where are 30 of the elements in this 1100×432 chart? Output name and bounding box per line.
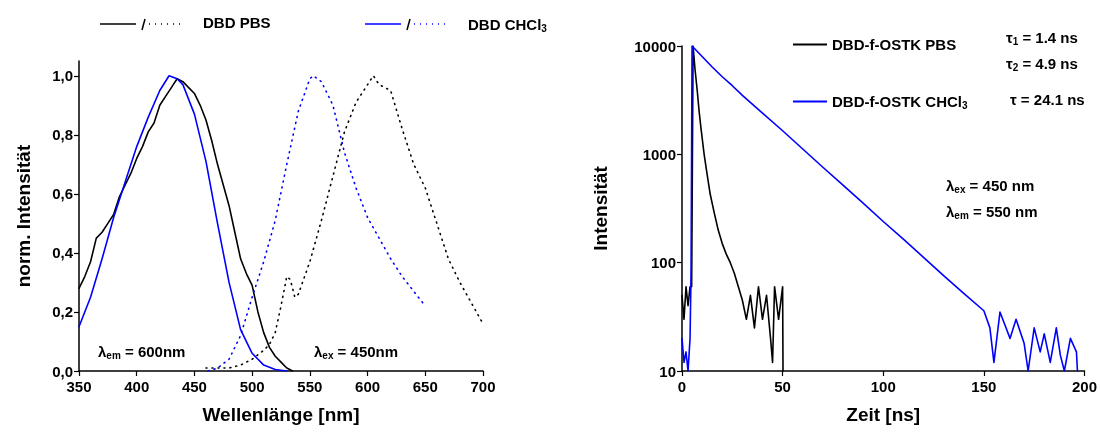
y-tick-label: 0,2	[52, 303, 73, 321]
y-tick-label: 100	[650, 254, 676, 272]
y-axis-title: norm. Intensität	[13, 144, 34, 288]
x-tick-label: 450	[181, 378, 207, 395]
y-tick-label: 10	[659, 362, 676, 380]
y-tick-label: 10000	[634, 37, 676, 55]
y-tick-label: 1,0	[52, 67, 73, 85]
x-axis-title: Zeit [ns]	[846, 404, 921, 425]
annotation: τ = 24.1 ns	[1010, 91, 1085, 108]
x-tick-label: 600	[355, 378, 381, 395]
legend-label: DBD-f-OSTK PBS	[832, 36, 957, 53]
x-tick-label: 550	[297, 378, 323, 395]
x-tick-label: 200	[1071, 378, 1097, 395]
x-tick-label: 400	[124, 378, 150, 395]
x-tick-label: 0	[677, 378, 687, 395]
x-tick-label: 650	[412, 378, 438, 395]
x-tick-label: 500	[239, 378, 265, 395]
y-tick-label: 0,6	[52, 185, 73, 203]
x-tick-label: 100	[870, 378, 896, 395]
x-tick-label: 700	[470, 378, 496, 395]
y-tick-label: 0,4	[52, 244, 74, 262]
y-tick-label: 0,8	[52, 126, 73, 144]
x-tick-label: 350	[66, 378, 92, 395]
y-axis-title: Intensität	[590, 165, 611, 251]
legend-label: DBD PBS	[203, 14, 271, 31]
x-tick-label: 150	[971, 378, 997, 395]
x-axis-title: Wellenlänge [nm]	[202, 404, 360, 425]
y-tick-label: 0,0	[52, 362, 73, 380]
y-tick-label: 1000	[642, 145, 676, 163]
x-tick-label: 50	[774, 378, 791, 395]
